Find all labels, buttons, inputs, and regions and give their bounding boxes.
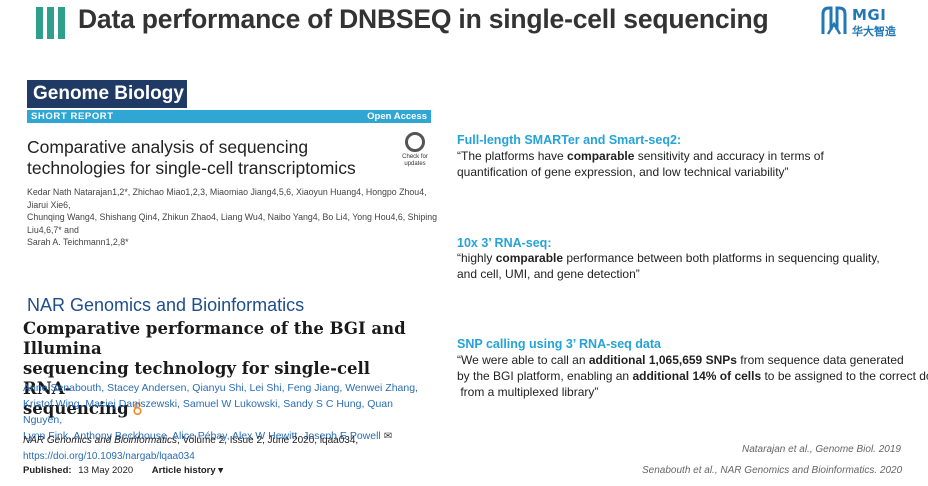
- quote-text: “highly: [457, 251, 496, 265]
- quote-line: and cell, UMI, and gene detection”: [457, 267, 640, 281]
- title-line: sequencing technology for single-cell RN…: [23, 359, 371, 398]
- genome-biology-masthead: Genome Biology: [27, 80, 187, 108]
- finding-heading: Full-length SMARTer and Smart-seq2:: [457, 133, 682, 147]
- check-updates-label: Check for updates: [402, 154, 428, 167]
- quote-text: by the BGI platform, enabling an: [457, 369, 633, 383]
- nar-published-line: Published: 13 May 2020 Article history ▾: [23, 465, 223, 476]
- mgi-logo-icon: [821, 6, 847, 35]
- check-updates-icon: [405, 132, 425, 152]
- quote-text: “The platforms have: [457, 149, 568, 163]
- quote-line: “highly comparable performance between b…: [457, 250, 928, 266]
- quote-text: from sequence data generated: [736, 353, 904, 367]
- nar-article-title: Comparative performance of the BGI and I…: [23, 319, 423, 419]
- finding-quote: “We were able to call an additional 1,06…: [457, 352, 928, 400]
- mgi-logo: MGI 华大智造: [820, 6, 920, 40]
- header-accent-bar: [36, 7, 43, 39]
- quote-emphasis: comparable: [567, 149, 635, 163]
- article-history-toggle[interactable]: Article history ▾: [151, 465, 224, 476]
- reference-senabouth: Senabouth et al., NAR Genomics and Bioin…: [642, 465, 903, 476]
- article-type-band: SHORT REPORT Open Access: [27, 110, 431, 123]
- nar-citation: NAR Genomics and Bioinformatics, Volume …: [23, 433, 433, 465]
- title-line: technologies for single-cell transcripto…: [27, 158, 356, 178]
- citation-journal: NAR Genomics and Bioinformatics: [23, 435, 177, 446]
- quote-line: quantification of gene expression, and l…: [457, 165, 789, 179]
- title-line-text: sequencing: [23, 399, 129, 418]
- finding-heading: SNP calling using 3’ RNA-seq data: [457, 337, 661, 351]
- article-type: SHORT REPORT: [31, 111, 114, 122]
- logo-subtitle: 华大智造: [852, 25, 896, 38]
- quote-text: sensitivity and accuracy in terms of: [634, 149, 824, 163]
- finding-quote: “The platforms have comparable sensitivi…: [457, 148, 928, 180]
- quote-emphasis: comparable: [495, 251, 564, 265]
- title-line: Comparative analysis of sequencing: [27, 137, 309, 157]
- check-for-updates-badge[interactable]: Check for updates: [398, 132, 432, 172]
- header-accent-bar: [58, 7, 65, 39]
- open-access-label: Open Access: [367, 111, 427, 122]
- finding-quote: “highly comparable performance between b…: [457, 250, 928, 282]
- author-line: Chunqing Wang4, Shishang Qin4, Zhikun Zh…: [27, 212, 437, 235]
- slide-title: Data performance of DNBSEQ in single-cel…: [78, 4, 769, 34]
- doi-line: https://doi.org/10.1093/nargab/lqaa034: [23, 449, 433, 465]
- nar-journal-name: NAR Genomics and Bioinformatics: [27, 295, 305, 315]
- published-label: Published:: [23, 465, 72, 476]
- quote-line: by the BGI platform, enabling an additio…: [457, 368, 928, 384]
- quote-emphasis: additional 1,065,659 SNPs: [588, 353, 737, 367]
- quote-text: performance between both platforms in se…: [563, 251, 880, 265]
- finding-heading: 10x 3’ RNA-seq:: [457, 236, 552, 250]
- quote-text: to be assigned to the correct donor: [764, 369, 928, 383]
- quote-line: from a multiplexed library”: [457, 385, 599, 399]
- author-line[interactable]: Kristof Wing, Maciej Daniszewski, Samuel…: [23, 398, 393, 426]
- published-date: 13 May 2020: [78, 465, 134, 476]
- genome-biology-authors: Kedar Nath Natarajan1,2*, Zhichao Miao1,…: [27, 186, 437, 249]
- email-icon[interactable]: ✉: [383, 431, 393, 442]
- header-accent-bar: [47, 7, 54, 39]
- author-line[interactable]: Lynn Fink, Anthony Beckhouse, Alice Péba…: [23, 428, 433, 445]
- reference-natarajan: Natarajan et al., Genome Biol. 2019: [742, 444, 901, 455]
- title-line: Comparative performance of the BGI and I…: [23, 319, 406, 358]
- quote-text: “We were able to call an: [457, 353, 589, 367]
- citation-details: , Volume 2, Issue 2, June 2020, lqaa034,: [176, 435, 359, 446]
- doi-link[interactable]: https://doi.org/10.1093/nargab/lqaa034: [23, 451, 195, 462]
- author-line-text[interactable]: Lynn Fink, Anthony Beckhouse, Alice Péba…: [23, 430, 381, 442]
- quote-emphasis: additional 14% of cells: [632, 369, 762, 383]
- genome-biology-article-title: Comparative analysis of sequencing techn…: [27, 137, 387, 179]
- nar-authors: Anne Senabouth, Stacey Andersen, Qianyu …: [23, 380, 433, 445]
- quote-line: “We were able to call an additional 1,06…: [457, 352, 928, 368]
- quote-line: “The platforms have comparable sensitivi…: [457, 148, 928, 164]
- citation-line: NAR Genomics and Bioinformatics, Volume …: [23, 433, 433, 449]
- author-line[interactable]: Anne Senabouth, Stacey Andersen, Qianyu …: [23, 382, 418, 394]
- logo-wordmark: MGI: [852, 6, 887, 24]
- author-line: Sarah A. Teichmann1,2,8*: [27, 237, 129, 247]
- open-access-icon: [133, 402, 142, 415]
- title-line: sequencing: [23, 399, 423, 419]
- author-line: Kedar Nath Natarajan1,2*, Zhichao Miao1,…: [27, 187, 427, 210]
